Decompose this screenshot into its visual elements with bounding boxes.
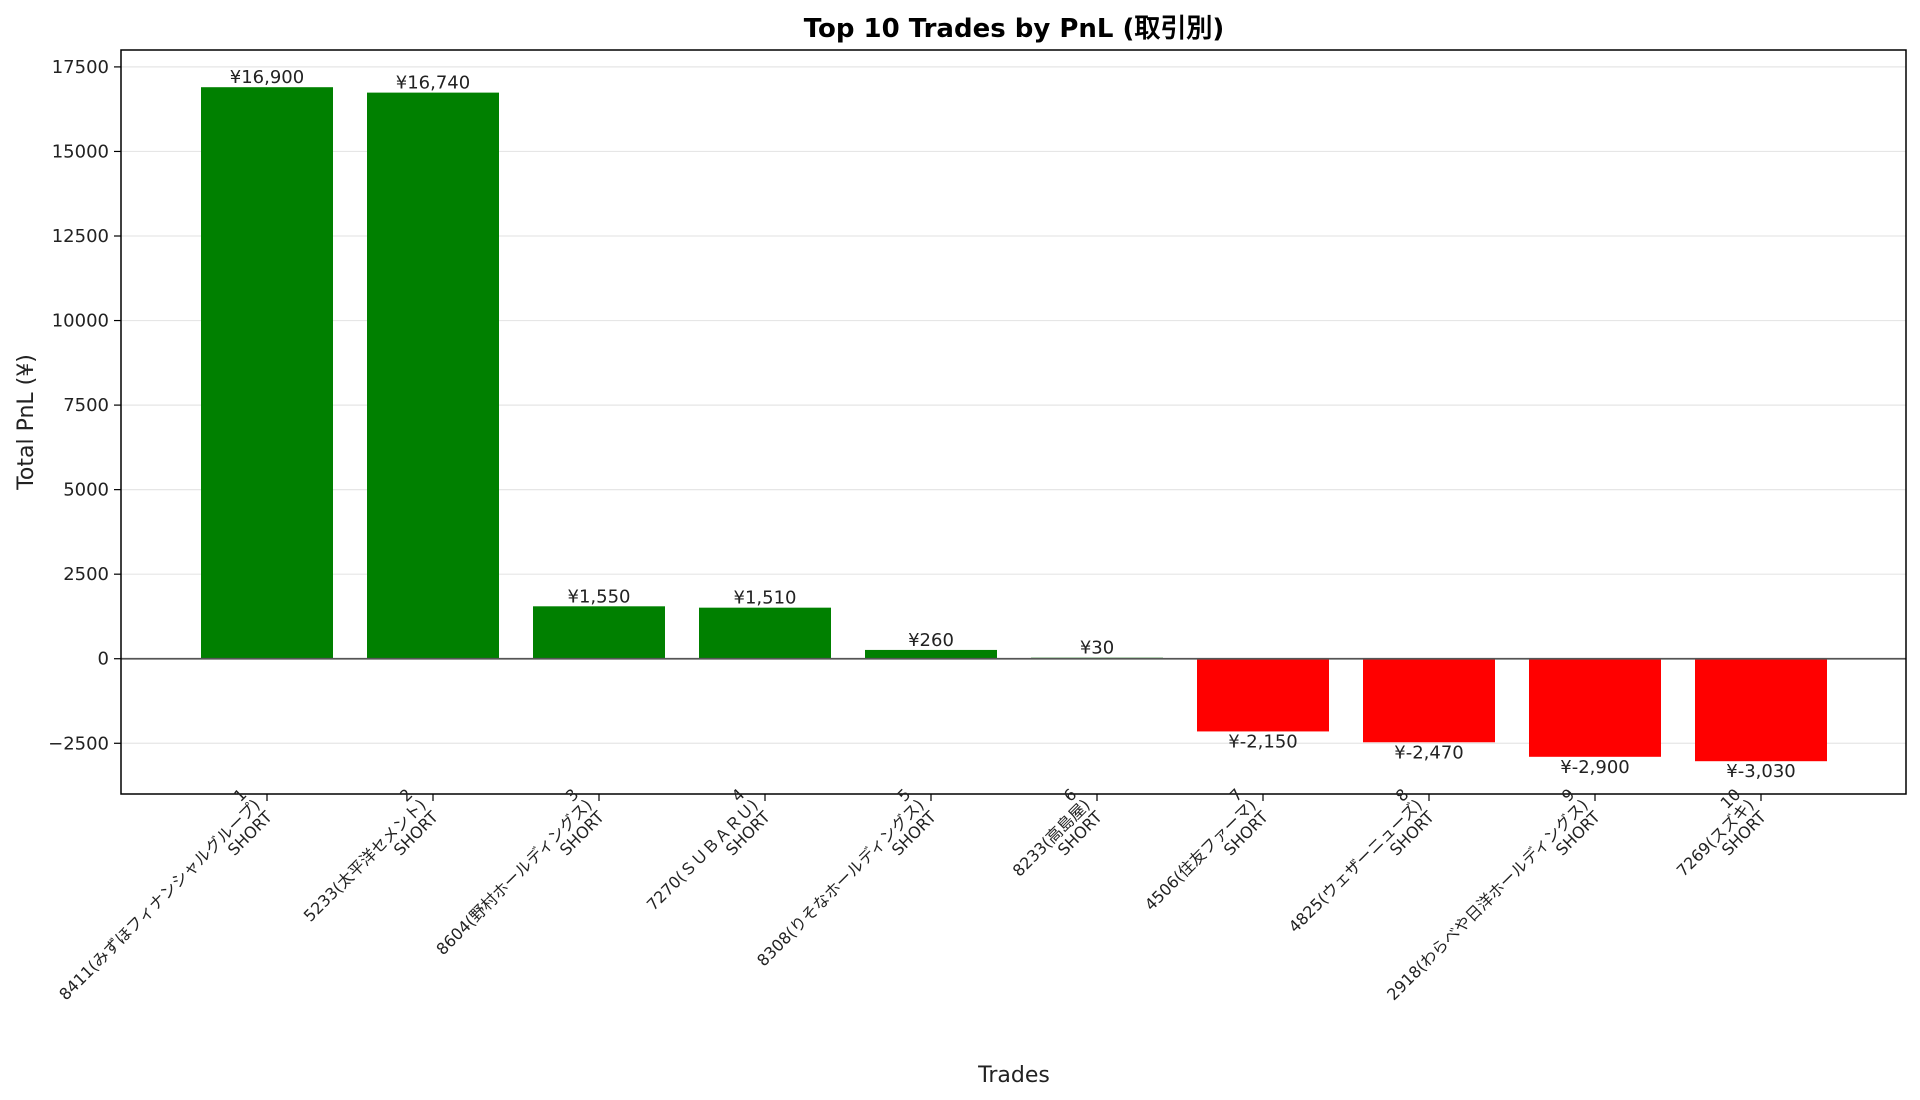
x-axis-ticks: 18411(みずほフィナンシャルグループ)SHORT25233(太平洋セメント)…: [55, 785, 1770, 1004]
y-tick-label: −2500: [48, 733, 109, 754]
bars-group: [201, 87, 1827, 762]
x-tick-ticker: 8411(みずほフィナンシャルグループ): [55, 795, 264, 1004]
data-label-1: ¥16,900: [230, 67, 304, 88]
bar-3: [533, 606, 665, 659]
data-label-9: ¥-2,900: [1560, 757, 1629, 778]
x-tick-ticker: 5233(太平洋セメント): [300, 795, 430, 925]
data-label-10: ¥-3,030: [1726, 761, 1795, 782]
y-tick-label: 10000: [52, 311, 109, 332]
x-axis-label: Trades: [977, 1063, 1050, 1088]
data-label-6: ¥30: [1080, 638, 1114, 659]
x-tick-ticker: 4825(ウェザーニューズ): [1285, 795, 1426, 936]
data-label-5: ¥260: [908, 630, 954, 651]
data-label-4: ¥1,510: [734, 588, 797, 609]
bar-2: [367, 92, 499, 659]
x-tick-ticker: 8604(野村ホールディングス): [432, 795, 595, 958]
data-label-8: ¥-2,470: [1394, 742, 1463, 763]
chart-title: Top 10 Trades by PnL (取引別): [804, 14, 1225, 44]
bar-7: [1197, 658, 1329, 732]
bar-9: [1529, 658, 1661, 757]
data-label-2: ¥16,740: [396, 73, 470, 94]
y-tick-label: 7500: [63, 395, 109, 416]
bar-4: [699, 607, 831, 659]
data-labels: ¥16,900 ¥16,740 ¥1,550 ¥1,510 ¥260 ¥30 ¥-2,150…: [230, 67, 1796, 782]
y-tick-label: 17500: [52, 57, 109, 78]
bar-8: [1363, 658, 1495, 743]
y-tick-label: 12500: [52, 226, 109, 247]
data-label-7: ¥-2,150: [1228, 731, 1297, 752]
bar-1: [201, 87, 333, 659]
plot-frame: [120, 49, 1907, 795]
x-tick-ticker: 7270(ＳＵＢＡＲＵ): [643, 795, 762, 914]
y-axis-ticks: −2500 0 2500 5000 7500 10000 12500 15000 17500: [48, 57, 121, 754]
y-tick-label: 0: [98, 649, 109, 670]
y-tick-label: 2500: [63, 564, 109, 585]
data-label-3: ¥1,550: [568, 586, 631, 607]
y-tick-label: 15000: [52, 141, 109, 162]
bar-10: [1695, 658, 1827, 762]
x-tick-ticker: 8308(りそなホールディングス): [753, 795, 928, 970]
y-axis-label: Total PnL (¥): [14, 354, 39, 491]
bar-5: [865, 649, 997, 659]
y-tick-label: 5000: [63, 480, 109, 501]
x-tick-ticker: 4506(住友ファーマ): [1141, 795, 1260, 914]
